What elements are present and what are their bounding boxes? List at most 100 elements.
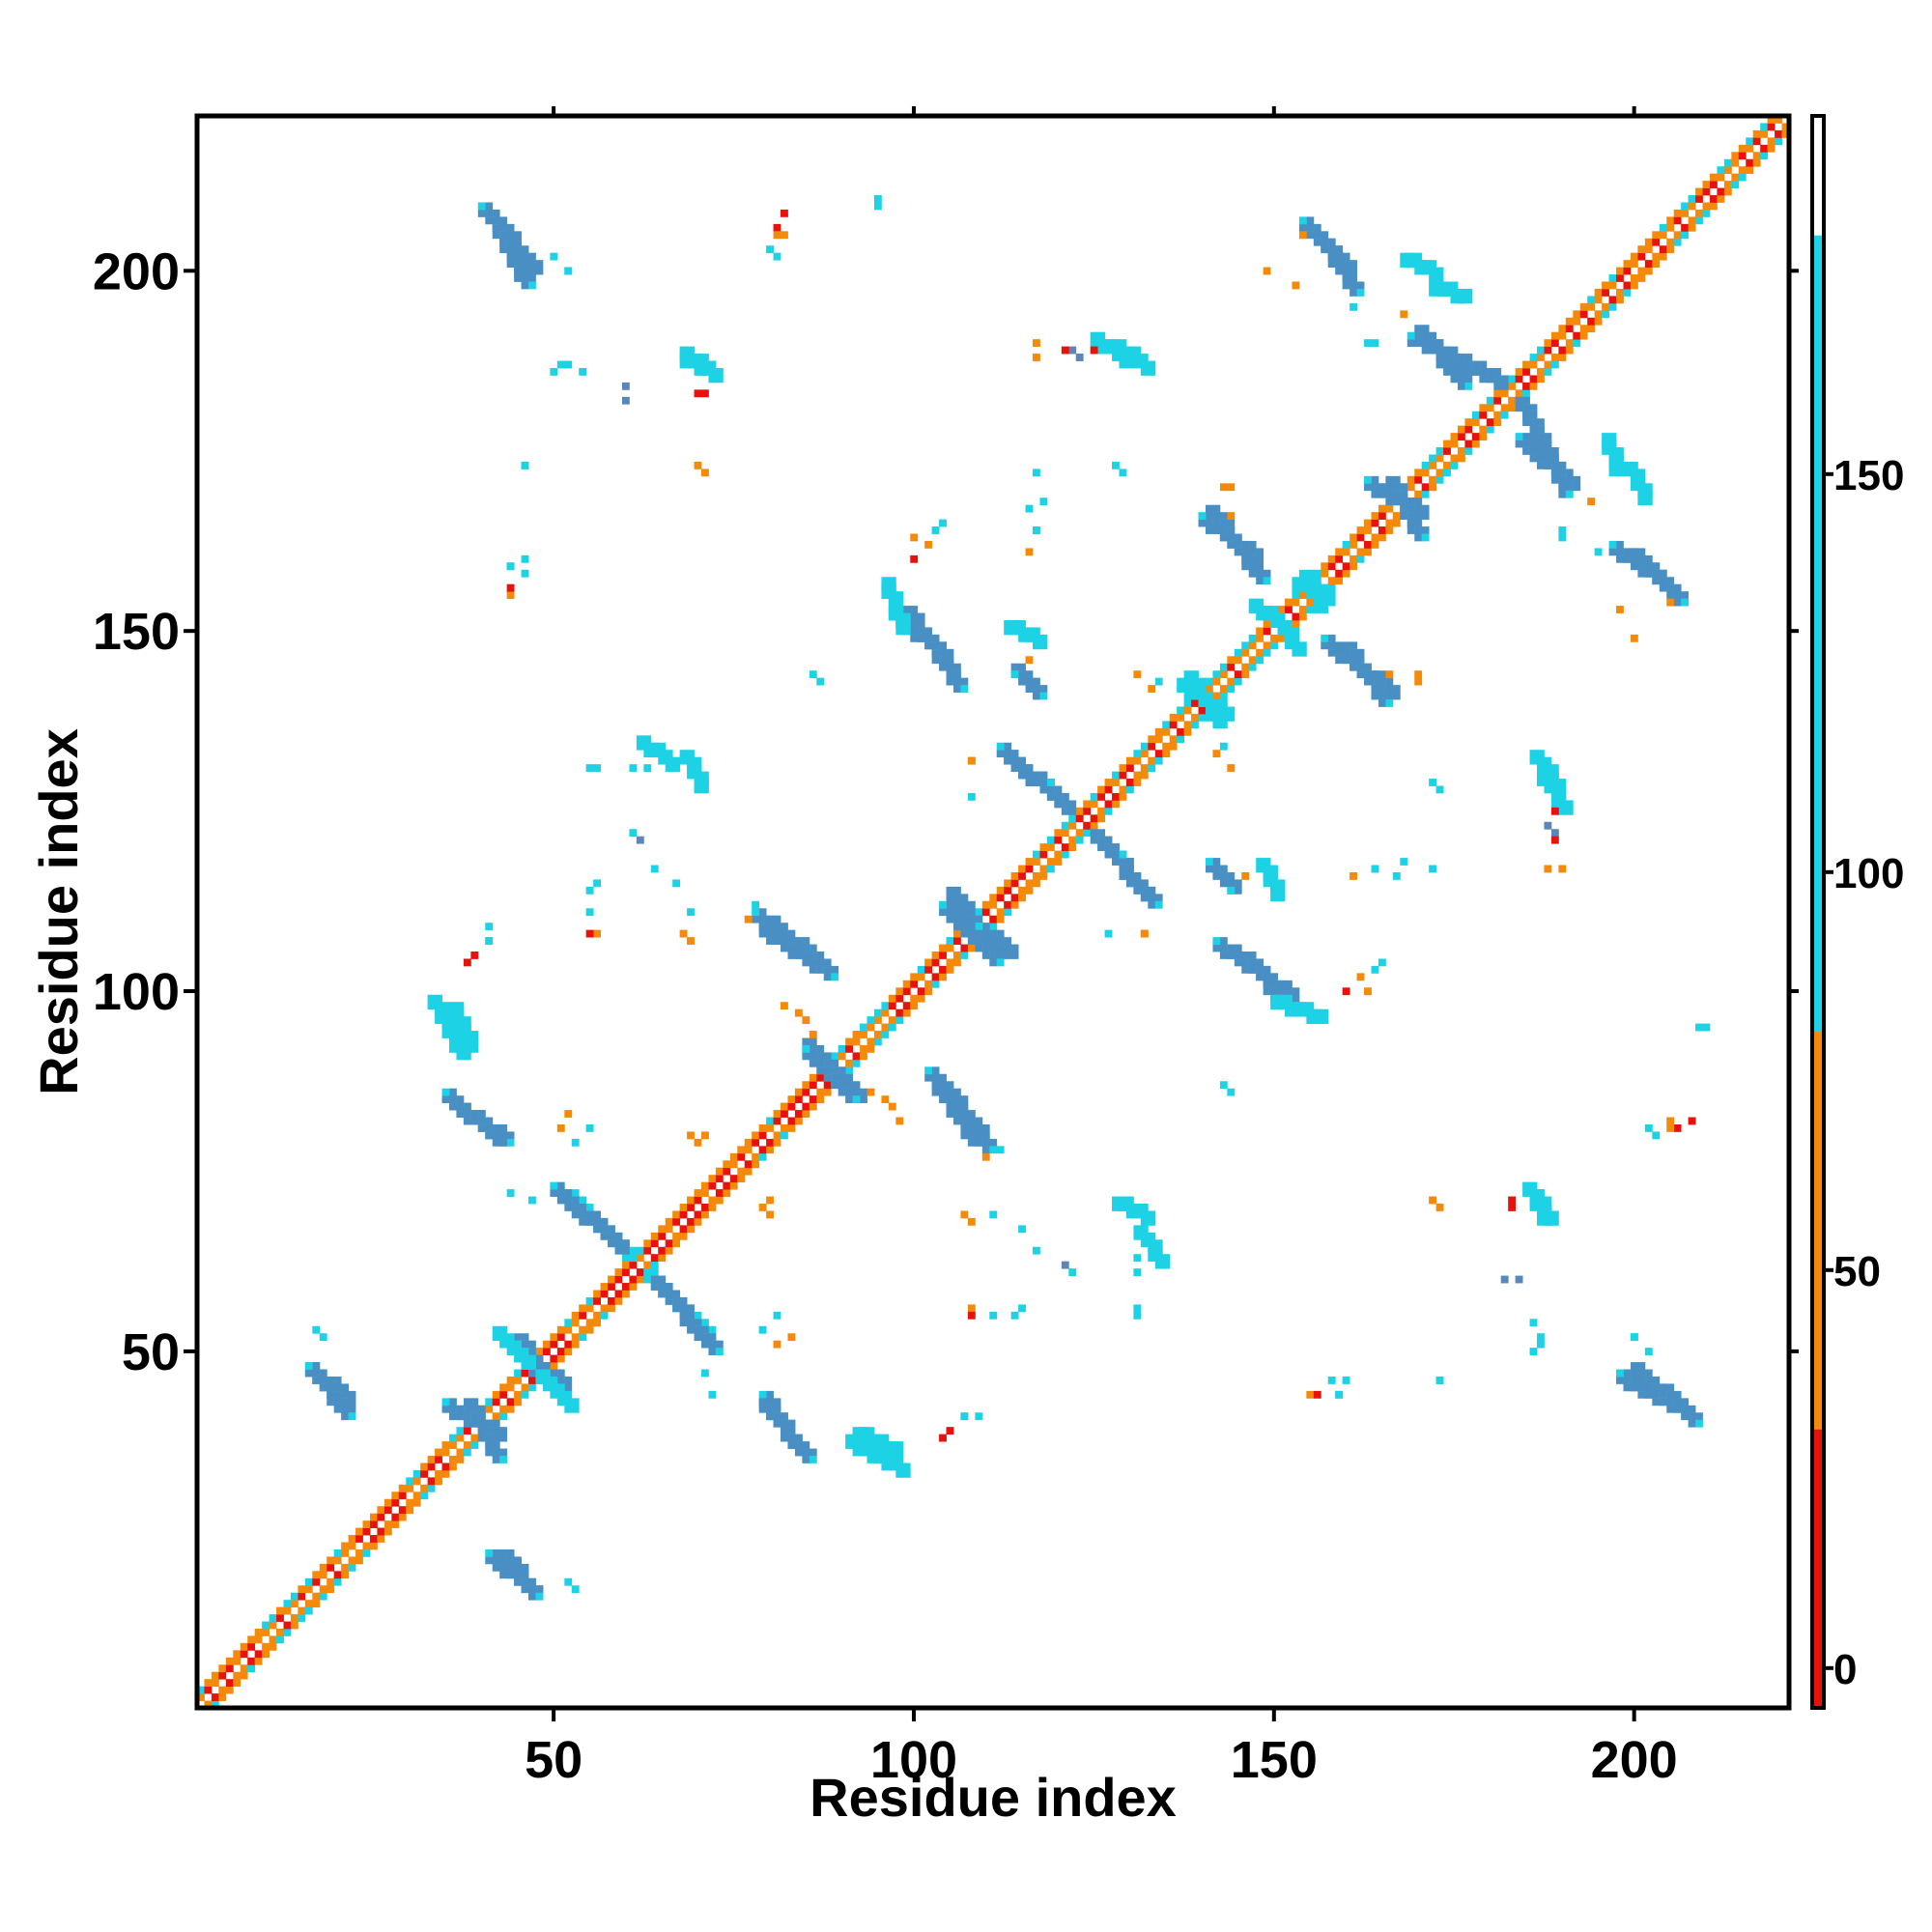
diagonal-cell: [636, 1254, 644, 1263]
diagonal-cell: [1112, 771, 1120, 780]
contact-cell: [1515, 396, 1523, 405]
contact-cell: [1350, 267, 1357, 275]
contact-cell: [463, 1023, 471, 1032]
contact-cell: [895, 591, 904, 600]
contact-cell: [456, 1110, 465, 1118]
contact-cell: [1429, 339, 1437, 348]
diagonal-cell: [506, 1376, 515, 1384]
contact-cell: [888, 1102, 896, 1111]
diagonal-cell: [362, 1520, 371, 1528]
contact-cell: [1298, 231, 1307, 240]
contact-cell: [1133, 1311, 1142, 1320]
diagonal-cell: [1054, 858, 1063, 866]
contact-cell: [852, 1448, 861, 1457]
contact-cell: [967, 1117, 976, 1125]
diagonal-cell: [1219, 670, 1228, 679]
diagonal-cell: [1565, 325, 1574, 333]
contact-cell: [758, 929, 767, 938]
contact-cell: [831, 965, 839, 974]
contact-cell: [1321, 231, 1329, 240]
contact-cell: [1313, 598, 1321, 607]
contact-cell: [492, 1441, 500, 1449]
diagonal-cell: [1234, 677, 1242, 686]
contact-cell: [1666, 1398, 1675, 1406]
diagonal-cell: [694, 1210, 702, 1219]
diagonal-cell: [1781, 123, 1790, 131]
diagonal-cell: [650, 1261, 659, 1269]
contact-cell: [1313, 606, 1321, 613]
diagonal-cell: [556, 1333, 565, 1342]
diagonal-cell: [643, 1239, 652, 1248]
contact-cell: [1550, 454, 1559, 463]
diagonal-cell: [1695, 195, 1703, 203]
contact-cell: [1681, 598, 1689, 607]
diagonal-cell: [1623, 260, 1632, 268]
contact-cell: [341, 1390, 349, 1399]
diagonal-cell: [781, 1102, 788, 1111]
contact-cell: [579, 1210, 587, 1219]
contact-cell: [1263, 858, 1271, 866]
diagonal-cell: [262, 1621, 270, 1630]
contact-cell: [1234, 533, 1242, 542]
diagonal-cell: [240, 1671, 248, 1680]
contact-cell: [1688, 1412, 1696, 1421]
contact-cell: [1400, 504, 1408, 513]
contact-cell: [960, 1131, 969, 1140]
diagonal-cell: [593, 1319, 601, 1327]
contact-cell: [1306, 577, 1315, 585]
contact-cell: [1400, 512, 1408, 520]
contact-cell: [981, 1152, 990, 1161]
diagonal-cell: [989, 900, 998, 909]
contact-cell: [492, 216, 500, 225]
contact-cell: [1371, 670, 1379, 679]
contact-cell: [931, 656, 940, 665]
diagonal-cell: [1652, 260, 1661, 268]
contact-cell: [1500, 1275, 1509, 1284]
diagonal-cell: [700, 1181, 709, 1190]
diagonal-cell: [600, 1290, 609, 1298]
diagonal-cell: [729, 1160, 738, 1169]
diagonal-cell: [341, 1571, 349, 1579]
diagonal-cell: [1342, 548, 1350, 556]
contact-cell: [1212, 526, 1221, 534]
contact-cell: [492, 209, 500, 217]
contact-cell: [1644, 1390, 1653, 1399]
contact-cell: [1565, 490, 1574, 498]
diagonal-cell: [1493, 418, 1502, 427]
diagonal-cell: [1263, 641, 1271, 650]
contact-cell: [1356, 973, 1365, 981]
diagonal-cell: [312, 1592, 321, 1601]
contact-cell: [1529, 404, 1538, 412]
contact-cell: [1154, 894, 1163, 902]
diagonal-cell: [802, 1102, 810, 1111]
diagonal-cell: [1097, 792, 1105, 801]
contact-cell: [1421, 339, 1430, 348]
contact-cell: [485, 1123, 494, 1132]
contact-cell: [1558, 490, 1567, 498]
diagonal-cell: [1550, 354, 1559, 361]
diagonal-cell: [794, 1088, 803, 1096]
contact-cell: [802, 1037, 810, 1046]
contact-cell: [1695, 1419, 1703, 1428]
diagonal-cell: [809, 1081, 817, 1090]
contact-cell: [1125, 1196, 1134, 1205]
contact-cell: [1637, 1362, 1646, 1370]
diagonal-cell: [1464, 447, 1473, 455]
contact-cell: [1133, 1254, 1142, 1263]
diagonal-cell: [600, 1311, 609, 1320]
contact-cell: [708, 1333, 717, 1342]
contact-cell: [1010, 764, 1019, 772]
contact-cell: [1558, 469, 1567, 477]
diagonal-cell: [1219, 663, 1228, 671]
contact-cell: [802, 952, 810, 959]
contact-cell: [499, 1563, 508, 1572]
contact-cell: [679, 929, 688, 938]
contact-cell: [1033, 469, 1040, 477]
diagonal-cell: [658, 1254, 667, 1263]
contact-cell: [643, 735, 652, 744]
contact-cell: [1392, 685, 1401, 693]
diagonal-cell: [1292, 612, 1300, 621]
contact-cell: [1140, 1225, 1149, 1234]
diagonal-cell: [521, 1383, 529, 1392]
contact-cell: [1400, 490, 1408, 498]
